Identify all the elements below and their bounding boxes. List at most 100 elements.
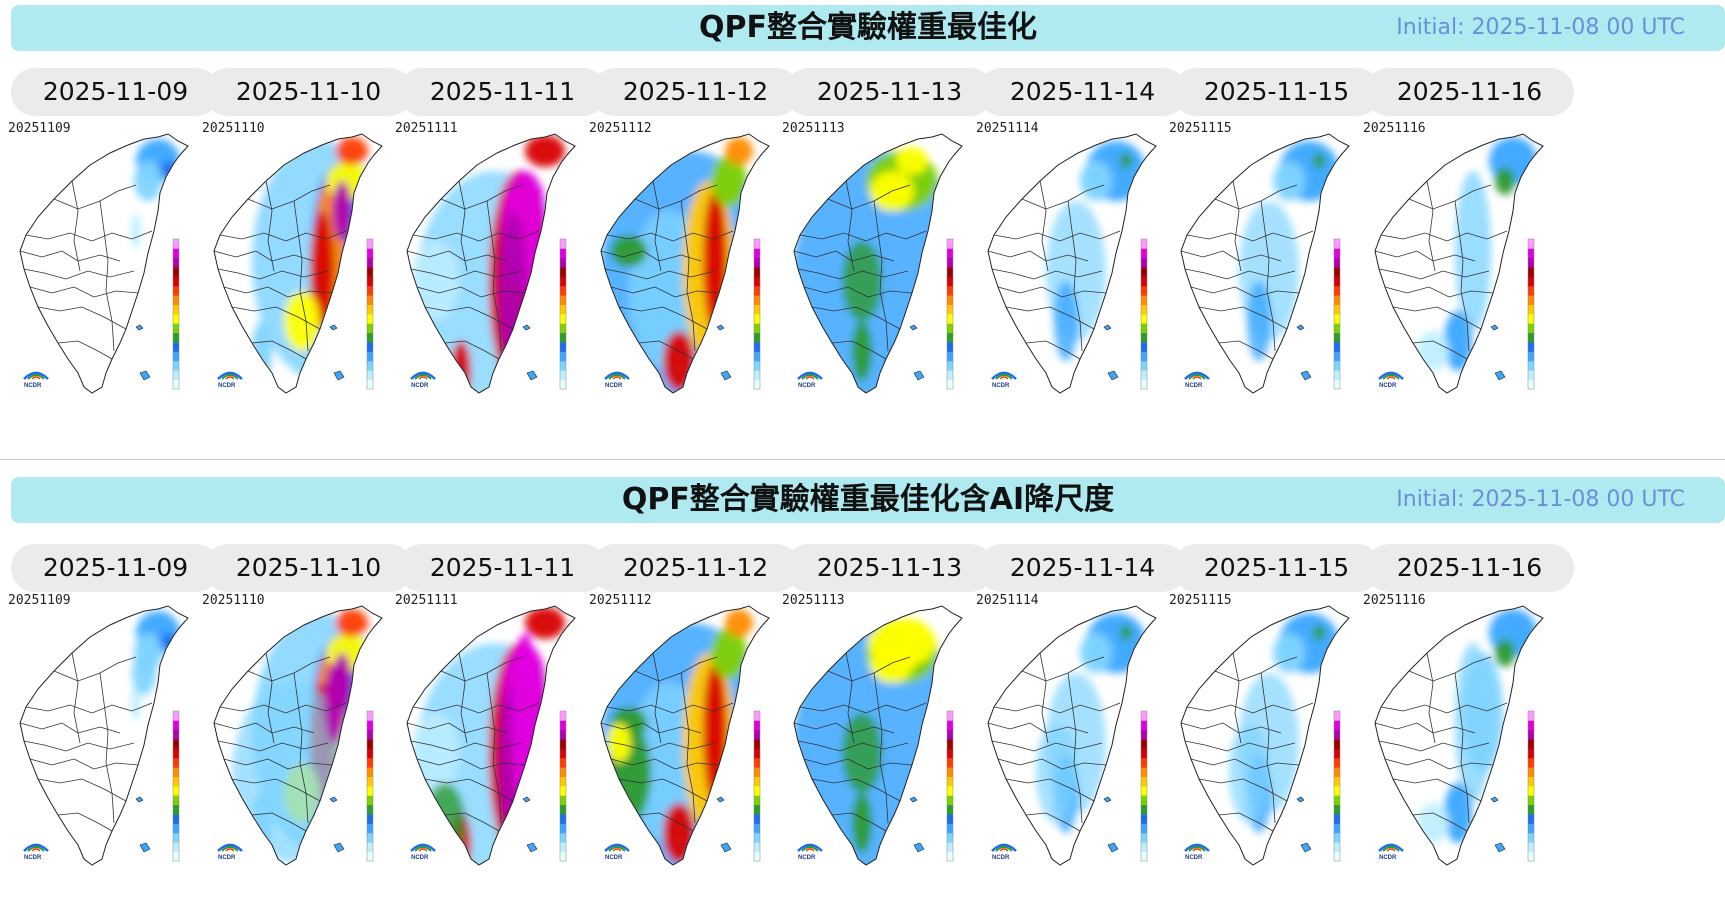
qpf-map[interactable]: NCDR 20251113 [782, 121, 995, 431]
ncdr-logo: NCDR [797, 843, 823, 861]
qpf-map[interactable]: NCDR 20251112 [589, 593, 802, 903]
colorbar-swatch [947, 295, 953, 305]
colorbar-swatch [367, 720, 373, 731]
colorbar-swatch [173, 776, 179, 787]
colorbar-swatch [560, 757, 566, 768]
qpf-map[interactable]: NCDR 20251109 [8, 121, 221, 431]
county-border [19, 250, 121, 262]
colorbar-swatch [1141, 804, 1147, 815]
county-border [600, 722, 702, 734]
colorbar-swatch [754, 342, 760, 352]
rainfall-layer [601, 137, 769, 393]
date-tab[interactable]: 2025-11-10 [204, 68, 413, 116]
qpf-map[interactable]: NCDR 20251111 [395, 121, 608, 431]
colorbar-swatch [367, 748, 373, 759]
colorbar-swatch [173, 285, 179, 296]
county-border [610, 758, 720, 770]
colorbar-swatch [367, 314, 373, 324]
colorbar-swatch [1528, 248, 1534, 259]
section-divider [0, 459, 1725, 460]
county-border [444, 340, 500, 360]
taiwan-map: NCDR [793, 605, 963, 866]
date-tab[interactable]: 2025-11-16 [1365, 68, 1574, 116]
coastline [1374, 133, 1544, 394]
county-border [811, 306, 901, 330]
qpf-map[interactable]: NCDR 20251114 [976, 593, 1189, 903]
county-border [1412, 812, 1468, 832]
qpf-map[interactable]: NCDR 20251115 [1169, 121, 1382, 431]
ncdr-logo: NCDR [604, 843, 630, 861]
county-border [412, 702, 540, 714]
qpf-map[interactable]: NCDR 20251116 [1363, 121, 1576, 431]
coastline [19, 133, 189, 394]
colorbar-swatch [560, 711, 566, 721]
qpf-map[interactable]: NCDR 20251109 [8, 593, 221, 903]
island [329, 796, 338, 803]
date-tab[interactable]: 2025-11-14 [978, 68, 1187, 116]
rain-area [1273, 161, 1305, 201]
county-border [57, 340, 113, 360]
colorbar-swatch [560, 370, 566, 380]
coastline [793, 605, 963, 866]
county-border [1186, 702, 1314, 714]
colorbar-swatch [1141, 842, 1147, 852]
date-tab[interactable]: 2025-11-16 [1365, 544, 1574, 592]
colorbar-frame [559, 238, 567, 390]
colorbar-swatch [1334, 776, 1340, 787]
colorbar-swatch [1334, 239, 1340, 249]
date-tab[interactable]: 2025-11-11 [398, 544, 607, 592]
county-border [638, 340, 694, 360]
county-border [1190, 758, 1300, 770]
date-tab[interactable]: 2025-11-10 [204, 544, 413, 592]
rain-area [525, 607, 565, 639]
date-tab[interactable]: 2025-11-09 [11, 544, 220, 592]
colorbar-swatch [947, 360, 953, 371]
colorbar-swatch [1141, 304, 1147, 315]
colorbar-swatch [1334, 304, 1340, 315]
county-border [251, 340, 307, 360]
qpf-map[interactable]: NCDR 20251111 [395, 593, 608, 903]
county-border [1180, 250, 1282, 262]
date-tab[interactable]: 2025-11-15 [1172, 68, 1381, 116]
qpf-map[interactable]: NCDR 20251110 [202, 121, 415, 431]
qpf-map[interactable]: NCDR 20251112 [589, 121, 802, 431]
county-border [265, 652, 275, 744]
colorbar-swatch [367, 767, 373, 777]
island [1296, 324, 1305, 331]
map-date-label: 20251109 [8, 593, 71, 608]
colorbar-swatch [947, 729, 953, 740]
colorbar-swatch [173, 257, 179, 268]
date-tab[interactable]: 2025-11-12 [591, 544, 800, 592]
colorbar-swatch [754, 285, 760, 296]
qpf-map[interactable]: NCDR 20251113 [782, 593, 995, 903]
date-tab[interactable]: 2025-11-11 [398, 68, 607, 116]
colorbar-swatch [754, 748, 760, 759]
colorbar-swatch [173, 351, 179, 362]
colorbar-swatch [173, 795, 179, 806]
section-ai-downscaling: QPF整合實驗權重最佳化含AI降尺度 Initial: 2025-11-08 0… [0, 472, 1725, 915]
date-tab[interactable]: 2025-11-12 [591, 68, 800, 116]
colorbar-swatch [560, 767, 566, 777]
county-border [797, 740, 909, 752]
island [1107, 842, 1119, 853]
county-border [797, 268, 909, 280]
qpf-map[interactable]: NCDR 20251114 [976, 121, 1189, 431]
date-tab[interactable]: 2025-11-09 [11, 68, 220, 116]
county-border [410, 268, 522, 280]
colorbar-swatch [1528, 239, 1534, 249]
county-border [223, 758, 333, 770]
qpf-map[interactable]: NCDR 20251115 [1169, 593, 1382, 903]
date-tab[interactable]: 2025-11-13 [785, 544, 994, 592]
county-border [1384, 758, 1494, 770]
county-border [1374, 722, 1476, 734]
qpf-map[interactable]: NCDR 20251116 [1363, 593, 1576, 903]
date-tab[interactable]: 2025-11-14 [978, 544, 1187, 592]
colorbar-swatch [173, 295, 179, 305]
date-tab[interactable]: 2025-11-13 [785, 68, 994, 116]
qpf-map[interactable]: NCDR 20251110 [202, 593, 415, 903]
map-date-label: 20251111 [395, 593, 458, 608]
colorbar-swatch [560, 776, 566, 787]
rain-area [703, 191, 727, 331]
colorbar-swatch [1141, 720, 1147, 731]
date-tab[interactable]: 2025-11-15 [1172, 544, 1381, 592]
